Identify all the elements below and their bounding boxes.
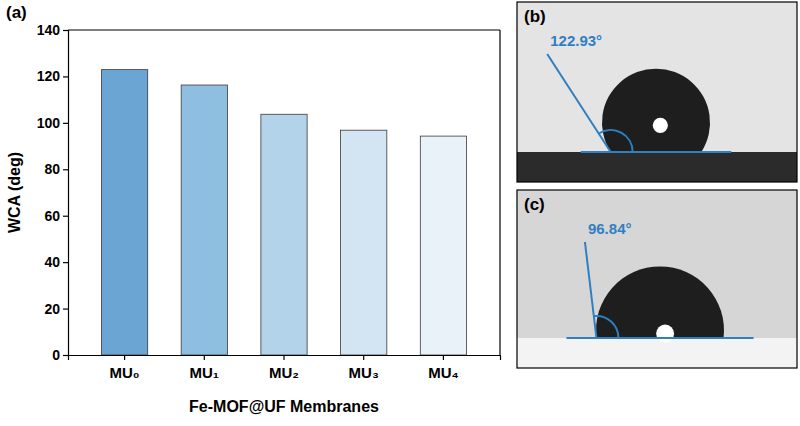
y-tick: 60 (44, 208, 68, 224)
x-axis: MU₀ MU₁ MU₂ MU₃ MU₄ (69, 355, 501, 381)
tangent-line (585, 242, 597, 338)
chart-svg: 0 20 40 60 80 100 120 140 MU₀ MU₁ MU₂ MU₃ MU₄ Fe-MOF@… (0, 0, 800, 426)
angle-arc (599, 130, 633, 152)
panel-border (517, 2, 797, 182)
y-tick: 20 (44, 301, 68, 317)
x-axis-line (69, 356, 501, 361)
x-axis-title: Fe-MOF@UF Membranes (189, 398, 379, 415)
y-axis-title: WCA (deg) (6, 152, 23, 233)
x-tick-label: MU₄ (428, 364, 458, 381)
panel-background (517, 2, 797, 182)
x-tick-mark (204, 355, 205, 360)
x-tick-label: MU₁ (190, 364, 220, 381)
y-tick-mark (63, 355, 68, 356)
bar (341, 130, 387, 355)
droplet-highlight (653, 118, 668, 133)
x-tick-mark (443, 355, 444, 360)
x-tick: MU₃ (349, 355, 379, 381)
bar (181, 85, 227, 355)
y-tick-label: 20 (44, 301, 60, 317)
x-tick-label: MU₀ (110, 364, 140, 381)
panel-border (517, 190, 797, 368)
y-tick: 120 (37, 68, 68, 84)
y-tick-mark (63, 262, 68, 263)
bar (261, 114, 307, 355)
substrate (517, 338, 797, 368)
x-tick: MU₄ (428, 355, 458, 381)
bar (101, 70, 147, 355)
angle-label: 122.93° (550, 32, 602, 49)
x-tick: MU₁ (190, 355, 220, 381)
y-tick: 40 (44, 254, 68, 270)
y-tick-mark (63, 123, 68, 124)
y-tick: 140 (37, 22, 68, 38)
y-tick-mark (63, 216, 68, 217)
y-tick-label: 60 (44, 208, 60, 224)
frame-right (499, 30, 500, 355)
y-tick-label: 0 (52, 347, 60, 363)
x-tick-mark (363, 355, 364, 360)
bar (420, 136, 466, 355)
y-tick-label: 40 (44, 254, 60, 270)
y-tick-mark (63, 169, 68, 170)
image-panel: 96.84° (c) (517, 190, 797, 368)
droplet (602, 69, 710, 152)
y-tick-mark (63, 76, 68, 77)
y-tick-label: 120 (37, 68, 61, 84)
y-tick: 80 (44, 161, 68, 177)
y-tick: 100 (37, 115, 68, 131)
y-axis-line (63, 31, 69, 356)
y-tick-mark (63, 308, 68, 309)
y-tick-label: 80 (44, 161, 60, 177)
bars (101, 70, 466, 355)
angle-arc (594, 316, 619, 338)
angle-label: 96.84° (588, 220, 632, 237)
x-tick-label: MU₃ (349, 364, 379, 381)
panel-background (517, 190, 797, 368)
image-panel: 122.93°(b) (517, 2, 797, 182)
droplet-highlight (656, 325, 674, 343)
panel-label: (b) (524, 7, 546, 26)
baseline (581, 151, 732, 153)
x-tick-mark (124, 355, 125, 360)
y-tick-label: 100 (37, 115, 61, 131)
x-tick-label: MU₂ (269, 364, 299, 381)
figure: 0 20 40 60 80 100 120 140 MU₀ MU₁ MU₂ MU₃ MU₄ Fe-MOF@… (0, 0, 800, 426)
y-tick-label: 140 (37, 22, 61, 38)
baseline (566, 337, 753, 339)
y-tick: 0 (52, 347, 68, 363)
x-tick-mark (283, 355, 284, 360)
frame-top (68, 29, 500, 30)
x-tick: MU₀ (110, 355, 140, 381)
substrate (517, 152, 797, 182)
y-tick-mark (63, 30, 68, 31)
panel-label: (a) (6, 3, 27, 22)
panel-label: (c) (524, 195, 545, 214)
tangent-line (547, 54, 610, 152)
x-tick: MU₂ (269, 355, 299, 381)
y-axis: 0 20 40 60 80 100 120 140 (37, 22, 69, 363)
